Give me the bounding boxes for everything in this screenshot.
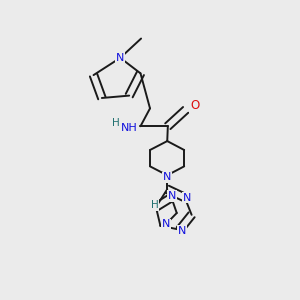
- Text: N: N: [183, 193, 191, 202]
- Text: N: N: [168, 191, 176, 201]
- Text: O: O: [190, 99, 199, 112]
- Text: NH: NH: [121, 123, 138, 133]
- Text: N: N: [162, 219, 170, 229]
- Text: N: N: [163, 172, 171, 182]
- Text: H: H: [151, 200, 158, 210]
- Text: H: H: [112, 118, 120, 128]
- Text: N: N: [116, 53, 124, 63]
- Text: N: N: [178, 226, 186, 236]
